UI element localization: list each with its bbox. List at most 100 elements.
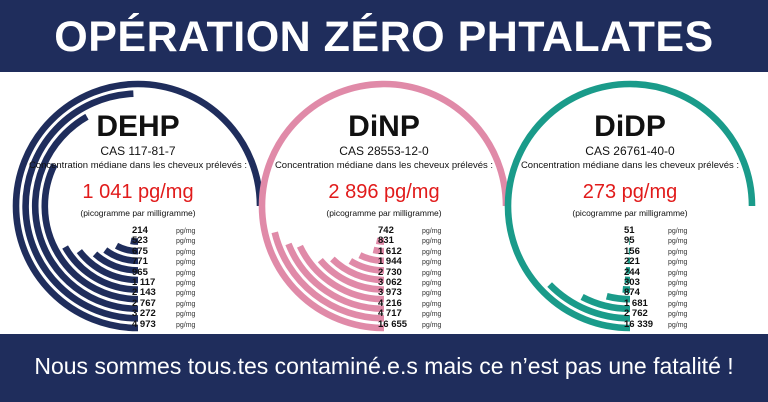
dehp-legend-row: 675 pg/mg: [132, 245, 195, 257]
didp-legend-value: 303: [624, 276, 640, 288]
dinp-legend-unit: pg/mg: [422, 321, 442, 329]
didp-legend-value: 244: [624, 266, 640, 278]
dehp-legend-value: 1 117: [132, 276, 156, 288]
dinp-legend-value: 1 944: [378, 256, 402, 268]
dinp-legend-row: 16 655 pg/mg: [378, 319, 442, 330]
dinp-arc-7: [285, 242, 385, 313]
dehp-legend-row: 214 pg/mg: [132, 225, 195, 236]
dinp-legend-row: 4 717 pg/mg: [378, 308, 442, 320]
dehp-legend-value: 2 143: [132, 287, 156, 299]
dinp-arc-1: [372, 246, 385, 255]
dehp-legend-value: 4 973: [132, 318, 156, 330]
dinp-unit-note: (picogramme par milligramme): [326, 208, 442, 218]
dinp-arc-8: [271, 231, 385, 322]
dinp-arc-3: [348, 258, 385, 274]
dinp-legend-unit: pg/mg: [422, 279, 442, 287]
dehp-arc-4: [76, 249, 139, 284]
dinp-name: DiNP: [348, 110, 420, 143]
dinp-legend-unit: pg/mg: [422, 248, 442, 256]
dehp-legend-value: 2 767: [132, 297, 156, 309]
didp-arc-8: [547, 282, 631, 322]
dehp-legend-row: 965 pg/mg: [132, 267, 195, 278]
didp-legend-row: 16 339 pg/mg: [624, 319, 688, 330]
dinp-median-value: 2 896 pg/mg: [328, 181, 440, 203]
didp-legend-row: 1 681 pg/mg: [624, 297, 688, 309]
dinp-legend-row: 4 216 pg/mg: [378, 298, 442, 309]
dinp-legend-unit: pg/mg: [422, 259, 442, 267]
dinp-arc-0: [375, 237, 385, 245]
didp-legend-value: 2 762: [624, 308, 648, 320]
dinp-legend: 742 pg/mg 831 pg/mg 1 612 pg/mg 1 944 pg/mg 2 73…: [378, 225, 442, 330]
didp-arc-chart: 16339: [504, 80, 756, 332]
didp-legend-unit: pg/mg: [668, 321, 688, 329]
dehp-arc-8: [22, 90, 139, 322]
title-band: [0, 0, 768, 72]
didp-arc-6: [605, 293, 631, 303]
dehp-legend-row: 1 117 pg/mg: [132, 276, 196, 288]
didp-legend-unit: pg/mg: [668, 259, 688, 267]
didp-legend: 51 pg/mg 95 pg/mg 156 pg/mg 221 pg/mg 244 pg/mg 30…: [624, 225, 688, 330]
didp-arc-9: [504, 80, 756, 332]
didp-legend-value: 221: [624, 256, 640, 268]
dinp-legend-value: 4 717: [378, 308, 402, 320]
dehp-legend-row: 2 767 pg/mg: [132, 297, 195, 309]
didp-legend-unit: pg/mg: [668, 238, 688, 246]
dehp-legend-value: 3 272: [132, 308, 156, 320]
dehp-name: DEHP: [96, 110, 180, 143]
dehp-legend-value: 771: [132, 256, 148, 268]
dinp-legend-value: 742: [378, 225, 394, 236]
dehp-legend-value: 675: [132, 245, 148, 257]
dinp-legend-unit: pg/mg: [422, 311, 442, 319]
dinp-legend-unit: pg/mg: [422, 228, 442, 235]
didp-legend-unit: pg/mg: [668, 290, 688, 298]
dehp-arc-3: [92, 251, 139, 274]
didp-legend-row: 95 pg/mg: [624, 235, 688, 246]
didp-legend-value: 1 681: [624, 297, 648, 309]
dinp-arc-9: [258, 80, 510, 332]
dinp-legend-row: 2 730 pg/mg: [378, 266, 441, 278]
dinp-legend-value: 3 973: [378, 287, 402, 299]
dehp-arc-1: [114, 242, 139, 255]
dehp-arc-9: [12, 80, 264, 332]
didp-legend-unit: pg/mg: [668, 300, 688, 308]
dehp-legend-value: 523: [132, 235, 148, 247]
didp-legend-unit: pg/mg: [668, 311, 688, 319]
dehp-arc-5: [62, 245, 139, 293]
dinp-legend-unit: pg/mg: [422, 300, 442, 308]
didp-unit-note: (picogramme par milligramme): [572, 208, 688, 218]
dinp-arc-6: [296, 244, 385, 303]
dehp-arc-2: [103, 247, 139, 265]
dehp-unit-note: (picogramme par milligramme): [80, 208, 196, 218]
dinp-legend-value: 3 062: [378, 276, 402, 288]
didp-concentration-label: Concentration médiane dans les cheveux p…: [520, 160, 740, 171]
page-title: OPÉRATION ZÉRO PHTALATES: [54, 13, 714, 61]
dinp-cas: CAS 28553-12-0: [339, 144, 429, 158]
didp-legend-unit: pg/mg: [668, 228, 688, 235]
tagline: Nous sommes tous.tes contaminé.e.s mais …: [34, 353, 734, 379]
dehp-legend-row: 523 pg/mg: [132, 235, 195, 247]
didp-legend-value: 156: [624, 245, 640, 257]
dehp-legend-unit: pg/mg: [176, 290, 196, 298]
didp-max-label: 16339: [749, 212, 755, 227]
didp-legend-row: 156 pg/mg: [624, 245, 688, 257]
dinp-legend-row: 1 612 pg/mg: [378, 246, 442, 257]
dehp-legend-unit: pg/mg: [176, 279, 196, 287]
dehp-arc-6: [41, 163, 139, 303]
didp-legend-unit: pg/mg: [668, 279, 688, 287]
didp-legend-row: 303 pg/mg: [624, 276, 688, 288]
dinp-legend-value: 2 730: [378, 266, 402, 278]
dehp-legend-row: 3 272 pg/mg: [132, 308, 196, 320]
didp-legend-value: 51: [624, 225, 635, 236]
panel-dehp: 4973 DEHP CAS 117-81-7 Concentration méd…: [12, 80, 264, 332]
dehp-legend-row: 2 143 pg/mg: [132, 287, 196, 299]
dehp-cas: CAS 117-81-7: [100, 144, 176, 158]
didp-legend-unit: pg/mg: [668, 248, 688, 256]
dehp-legend-unit: pg/mg: [176, 311, 196, 319]
dinp-arc-2: [358, 252, 385, 265]
dinp-legend-row: 3 973 pg/mg: [378, 287, 441, 299]
tagline-band: [0, 334, 768, 402]
dinp-legend-unit: pg/mg: [422, 238, 442, 246]
dinp-legend-row: 1 944 pg/mg: [378, 256, 442, 268]
dinp-arc-4: [330, 256, 385, 284]
didp-legend-row: 2 762 pg/mg: [624, 308, 688, 320]
